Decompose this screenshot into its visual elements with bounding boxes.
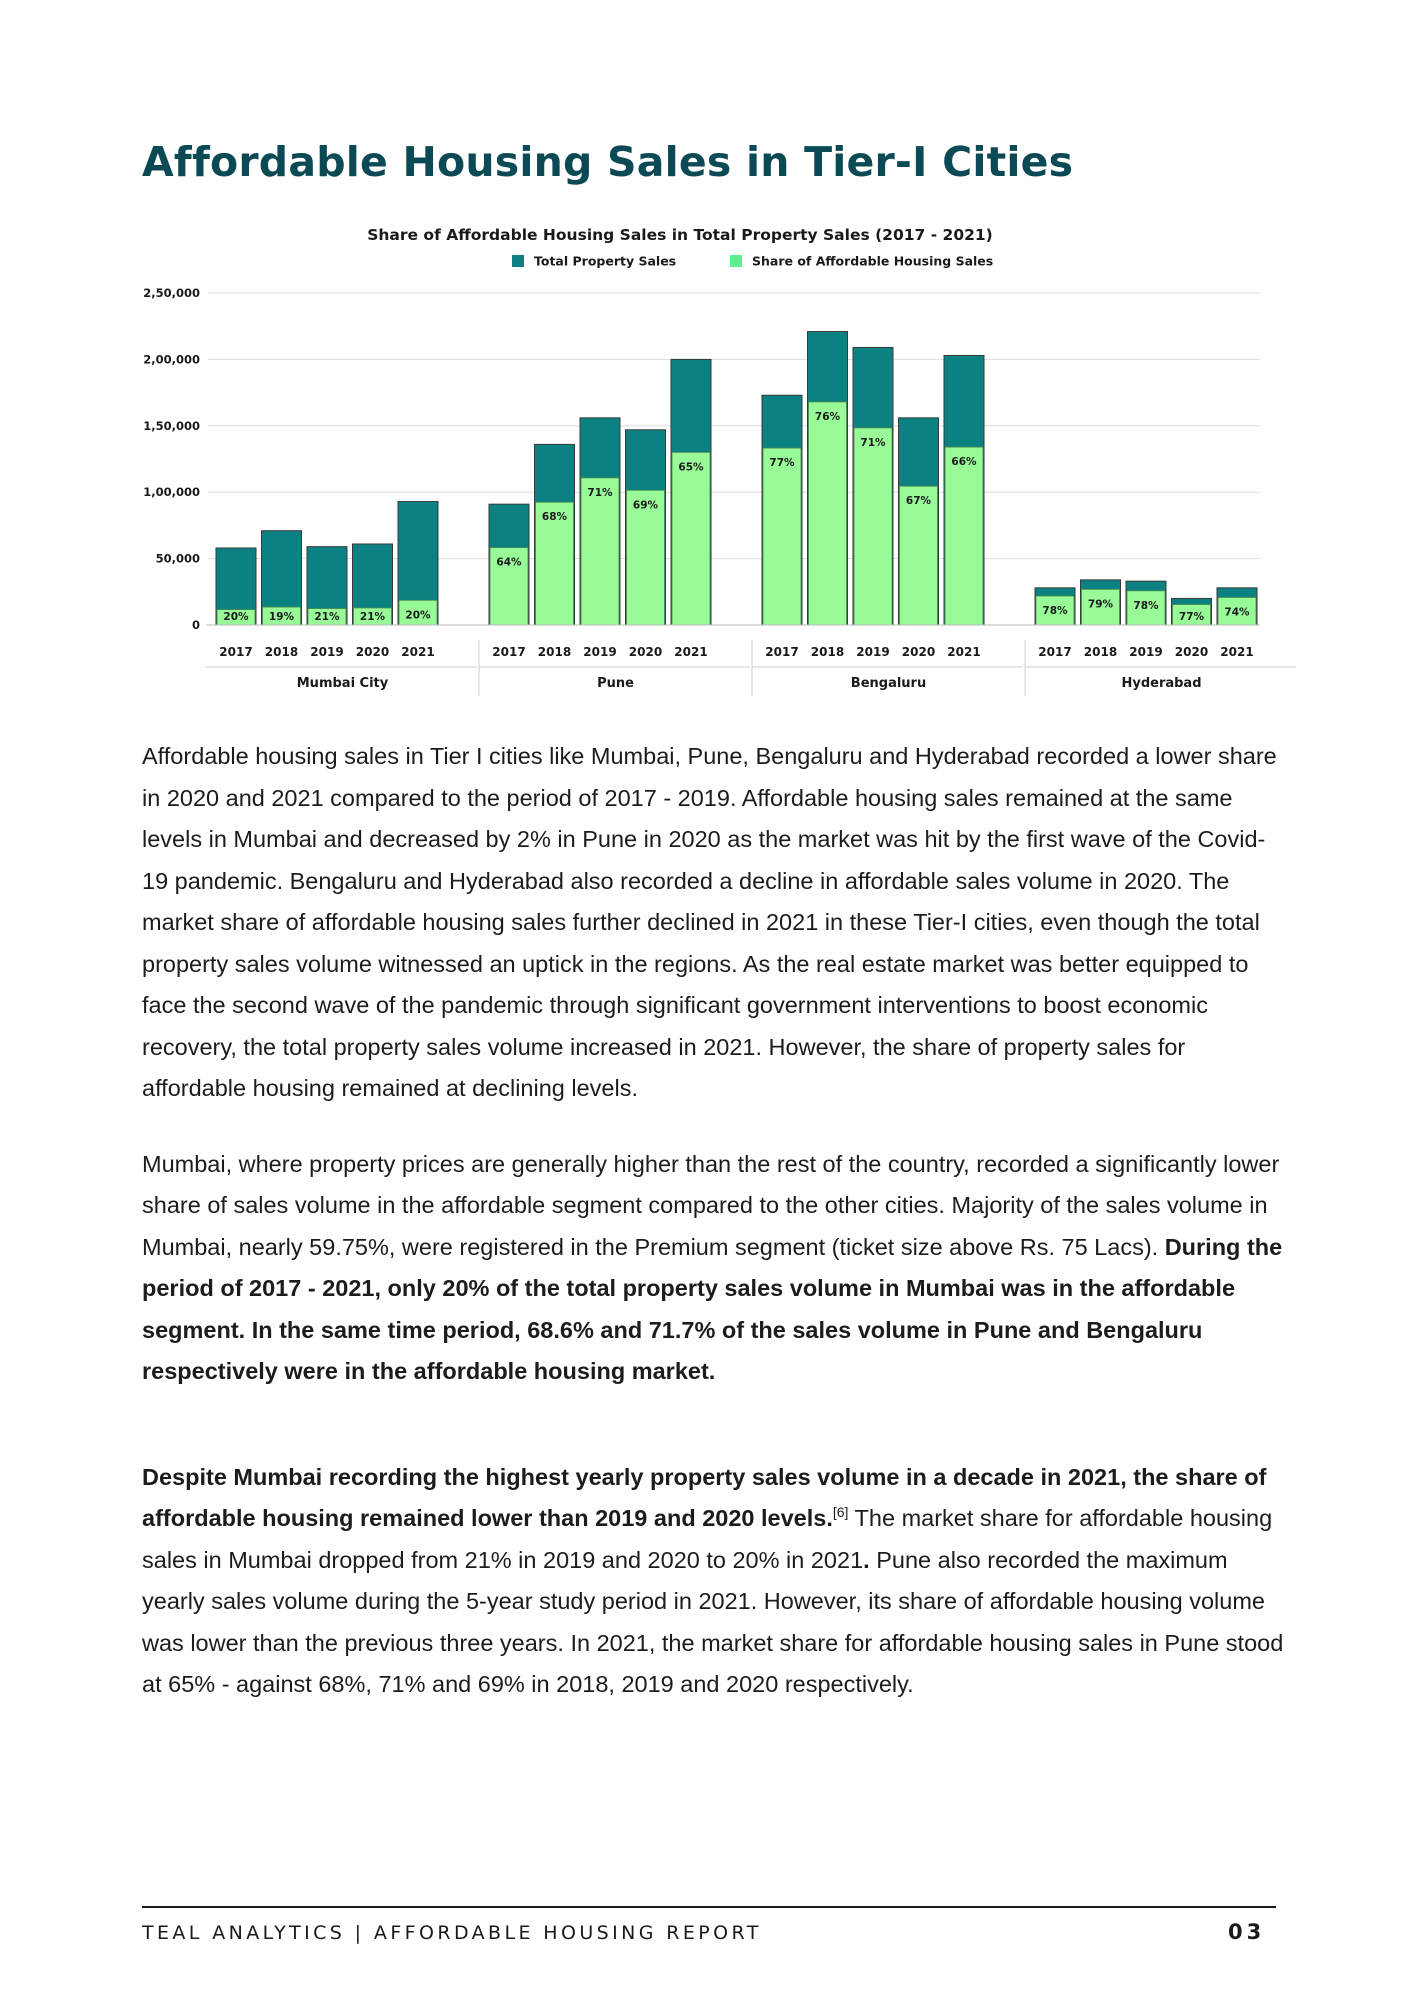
- chart-title: Share of Affordable Housing Sales in Tot…: [367, 226, 993, 244]
- paragraph: Despite Mumbai recording the highest yea…: [142, 1457, 1287, 1706]
- bar-affordable-mumbai-city-2021: [398, 599, 438, 626]
- x-tick-label: 2018: [265, 645, 298, 659]
- share-label: 20%: [405, 609, 431, 621]
- x-tick-label: 2020: [1175, 645, 1208, 659]
- x-tick-label: 2017: [1038, 645, 1071, 659]
- text-run: The market share for affordable housing …: [142, 1505, 1273, 1573]
- bar-affordable-bengaluru-2018: [808, 401, 847, 626]
- y-tick-label: 2,00,000: [143, 352, 200, 366]
- text-run: Mumbai, where property prices are genera…: [142, 1150, 1280, 1260]
- bar-affordable-pune-2017: [489, 547, 529, 626]
- bar-affordable-pune-2020: [626, 489, 665, 626]
- share-label: 21%: [314, 611, 340, 623]
- y-tick-label: 2,50,000: [143, 286, 200, 300]
- x-tick-label: 2019: [583, 645, 616, 659]
- x-tick-label: 2019: [310, 645, 343, 659]
- y-tick-label: 1,50,000: [143, 419, 200, 433]
- bar-affordable-bengaluru-2021: [944, 446, 984, 626]
- share-label: 67%: [906, 495, 932, 507]
- page-number: 03: [1228, 1920, 1266, 1944]
- share-label: 78%: [1133, 600, 1159, 612]
- bar-affordable-pune-2019: [580, 477, 620, 626]
- footer-divider: [142, 1906, 1276, 1908]
- x-tick-label: 2020: [629, 645, 662, 659]
- y-tick-label: 0: [192, 618, 200, 632]
- citation-ref: [6]: [832, 1504, 849, 1521]
- page-heading: Affordable Housing Sales in Tier-I Citie…: [142, 138, 1074, 186]
- x-tick-label: 2017: [492, 645, 525, 659]
- share-label: 21%: [360, 611, 386, 623]
- share-label: 64%: [496, 557, 522, 569]
- bar-affordable-pune-2021: [671, 451, 711, 626]
- legend-swatch: [730, 255, 742, 267]
- share-label: 71%: [587, 487, 613, 499]
- text-run: Pune also recorded the maximum yearly sa…: [142, 1546, 1284, 1698]
- share-label: 69%: [633, 499, 659, 511]
- x-tick-label: 2021: [1220, 645, 1253, 659]
- share-label: 71%: [860, 437, 886, 449]
- city-label: Mumbai City: [297, 676, 389, 691]
- x-tick-label: 2020: [902, 645, 935, 659]
- share-label: 77%: [769, 457, 795, 469]
- y-tick-label: 1,00,000: [143, 485, 200, 499]
- x-tick-label: 2021: [401, 645, 434, 659]
- x-tick-label: 2019: [856, 645, 889, 659]
- share-label: 77%: [1179, 611, 1205, 623]
- affordable-housing-chart: Share of Affordable Housing Sales in Tot…: [143, 226, 1296, 696]
- legend-swatch: [512, 255, 524, 267]
- x-tick-label: 2018: [1084, 645, 1117, 659]
- share-label: 74%: [1224, 606, 1250, 618]
- bold-text: Despite Mumbai recording the highest yea…: [142, 1463, 1267, 1532]
- text-run: Affordable housing sales in Tier I citie…: [142, 743, 1277, 1101]
- x-tick-label: 2021: [947, 645, 980, 659]
- share-label: 20%: [223, 611, 249, 623]
- bar-affordable-hyderabad-2017: [1035, 595, 1075, 626]
- x-tick-label: 2018: [538, 645, 571, 659]
- x-tick-label: 2017: [765, 645, 798, 659]
- share-label: 65%: [678, 461, 704, 473]
- x-tick-label: 2021: [674, 645, 707, 659]
- legend-label: Share of Affordable Housing Sales: [752, 254, 993, 269]
- bold-text: During the period of 2017 - 2021, only 2…: [142, 1233, 1283, 1385]
- bold-text: .: [863, 1546, 870, 1573]
- y-tick-label: 50,000: [156, 552, 200, 566]
- paragraph: Mumbai, where property prices are genera…: [142, 1144, 1287, 1393]
- report-body: Affordable housing sales in Tier I citie…: [142, 736, 1287, 1740]
- paragraph: Affordable housing sales in Tier I citie…: [142, 736, 1287, 1110]
- share-label: 79%: [1088, 598, 1114, 610]
- x-tick-label: 2019: [1129, 645, 1162, 659]
- x-tick-label: 2018: [811, 645, 844, 659]
- city-label: Bengaluru: [851, 676, 926, 691]
- city-label: Pune: [597, 676, 634, 691]
- share-label: 68%: [542, 511, 568, 523]
- legend-label: Total Property Sales: [534, 254, 676, 269]
- share-label: 76%: [815, 411, 841, 423]
- share-label: 78%: [1042, 605, 1068, 617]
- x-tick-label: 2020: [356, 645, 389, 659]
- bar-affordable-pune-2018: [535, 501, 574, 626]
- bar-affordable-hyderabad-2018: [1081, 588, 1120, 626]
- footer-report-name: TEAL ANALYTICS | AFFORDABLE HOUSING REPO…: [142, 1922, 762, 1944]
- bar-affordable-hyderabad-2019: [1126, 590, 1166, 626]
- bar-affordable-bengaluru-2019: [853, 427, 893, 626]
- city-label: Hyderabad: [1121, 676, 1201, 691]
- share-label: 66%: [951, 456, 977, 468]
- share-label: 19%: [269, 611, 295, 623]
- x-tick-label: 2017: [219, 645, 252, 659]
- bar-affordable-bengaluru-2017: [762, 447, 802, 626]
